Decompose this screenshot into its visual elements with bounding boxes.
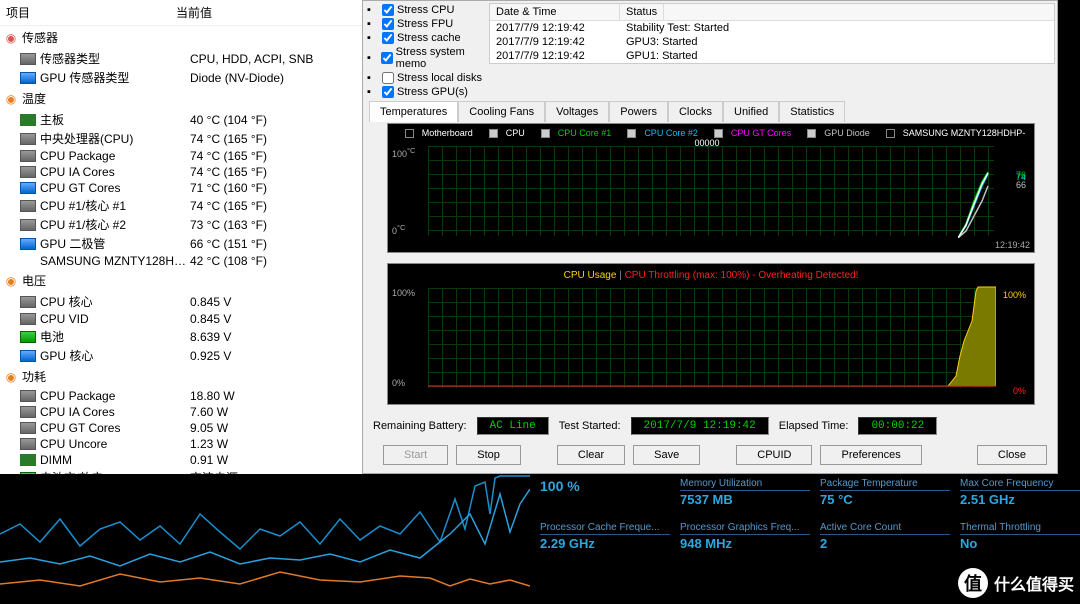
metrics-grid-2: Processor Cache Freque...2.29 GHz Process… (540, 522, 1080, 551)
col-current: 当前值 (176, 4, 212, 21)
table-row[interactable]: 2017/7/9 12:19:42Stability Test: Started (490, 21, 1054, 35)
chart-area (428, 286, 996, 388)
table-row[interactable]: 2017/7/9 12:19:42GPU3: Started (490, 35, 1054, 49)
sensor-panel: 项目 当前值 ◉传感器传感器类型CPU, HDD, ACPI, SNBGPU 传… (0, 0, 362, 480)
bottom-chart (0, 474, 530, 604)
stress-checkbox[interactable]: ▪Stress FPU (367, 17, 487, 31)
test-started-label: Test Started: (559, 420, 621, 432)
preferences-button[interactable]: Preferences (820, 445, 921, 465)
section-title: ◉温度 (0, 87, 362, 110)
remaining-battery-label: Remaining Battery: (373, 420, 467, 432)
chart-title: CPU Usage | CPU Throttling (max: 100%) -… (388, 264, 1034, 287)
series-value: 76 (1016, 170, 1026, 180)
test-started-value: 2017/7/9 12:19:42 (631, 417, 769, 435)
series-value: 100% (1003, 290, 1026, 300)
tab-powers[interactable]: Powers (609, 101, 668, 122)
x-time: 12:19:42 (995, 240, 1030, 250)
sensor-row[interactable]: CPU Uncore1.23 W (0, 436, 362, 452)
tab-statistics[interactable]: Statistics (779, 101, 845, 122)
start-button[interactable]: Start (383, 445, 448, 465)
y-min: 0% (392, 378, 405, 388)
bottom-dashboard: 100 % Memory Utilization7537 MB Package T… (0, 474, 1080, 604)
sensor-row[interactable]: CPU Package18.80 W (0, 388, 362, 404)
title-usage: CPU Usage (564, 270, 617, 281)
stress-checkbox[interactable]: ▪Stress GPU(s) (367, 85, 487, 99)
sensor-row[interactable]: DIMM0.91 W (0, 452, 362, 468)
status-row: Remaining Battery: AC Line Test Started:… (373, 417, 937, 435)
remaining-battery-value: AC Line (477, 417, 549, 435)
sensor-row[interactable]: GPU 核心0.925 V (0, 346, 362, 365)
sensor-row[interactable]: 电池8.639 V (0, 327, 362, 346)
stress-options: ▪Stress CPU▪Stress FPU▪Stress cache▪Stre… (367, 3, 487, 99)
tab-clocks[interactable]: Clocks (668, 101, 723, 122)
sensor-row[interactable]: CPU #1/核心 #273 °C (163 °F) (0, 215, 362, 234)
sensor-row[interactable]: CPU 核心0.845 V (0, 292, 362, 311)
stress-checkbox[interactable]: ▪Stress CPU (367, 3, 487, 17)
chart-lines (958, 146, 994, 238)
watermark: 值 什么值得买 (958, 568, 1074, 598)
sensor-row[interactable]: CPU Package74 °C (165 °F) (0, 148, 362, 164)
table-row: Date & Time Status (490, 4, 1054, 21)
metric: Processor Cache Freque...2.29 GHz (540, 522, 670, 551)
section-title: ◉功耗 (0, 365, 362, 388)
sensor-row[interactable]: 传感器类型CPU, HDD, ACPI, SNB (0, 49, 362, 68)
metric: Processor Graphics Freq...948 MHz (680, 522, 810, 551)
y-max: 100% (392, 288, 415, 298)
sensor-row[interactable]: GPU 二极管66 °C (151 °F) (0, 234, 362, 253)
sensor-header: 项目 当前值 (0, 0, 362, 26)
sensor-row[interactable]: 主板40 °C (104 °F) (0, 110, 362, 129)
sensor-row[interactable]: CPU VID0.845 V (0, 311, 362, 327)
sensor-row[interactable]: 中央处理器(CPU)74 °C (165 °F) (0, 129, 362, 148)
sensor-row[interactable]: CPU IA Cores7.60 W (0, 404, 362, 420)
cpu-usage-chart: CPU Usage | CPU Throttling (max: 100%) -… (387, 263, 1035, 405)
title-throttle: CPU Throttling (max: 100%) - Overheating… (625, 270, 859, 281)
table-row[interactable]: 2017/7/9 12:19:42GPU1: Started (490, 49, 1054, 63)
y-max: 100°C (392, 146, 415, 159)
sensor-row[interactable]: GPU 传感器类型Diode (NV-Diode) (0, 68, 362, 87)
col-datetime: Date & Time (490, 4, 620, 20)
watermark-text: 什么值得买 (994, 571, 1074, 595)
chart-tabs: TemperaturesCooling FansVoltagesPowersCl… (369, 101, 845, 122)
metrics-grid: Memory Utilization7537 MB Package Tempera… (680, 478, 1080, 507)
metric-cpu-pct: 100 % (540, 478, 580, 494)
watermark-icon: 值 (958, 568, 988, 598)
save-button[interactable]: Save (633, 445, 700, 465)
sensor-row[interactable]: CPU #1/核心 #174 °C (165 °F) (0, 196, 362, 215)
col-status: Status (620, 4, 664, 20)
stop-button[interactable]: Stop (456, 445, 521, 465)
sensor-row[interactable]: CPU IA Cores74 °C (165 °F) (0, 164, 362, 180)
stability-window: ▪Stress CPU▪Stress FPU▪Stress cache▪Stre… (362, 0, 1058, 474)
series-value: 66 (1016, 180, 1026, 190)
metric: Max Core Frequency2.51 GHz (960, 478, 1080, 507)
metric: Thermal ThrottlingNo (960, 522, 1080, 551)
stress-checkbox[interactable]: ▪Stress cache (367, 31, 487, 45)
tab-unified[interactable]: Unified (723, 101, 779, 122)
log-table: Date & Time Status 2017/7/9 12:19:42Stab… (489, 3, 1055, 64)
chart-grid (428, 146, 994, 236)
metric: Active Core Count2 (820, 522, 950, 551)
section-title: ◉传感器 (0, 26, 362, 49)
sensor-row[interactable]: CPU GT Cores71 °C (160 °F) (0, 180, 362, 196)
close-button[interactable]: Close (977, 445, 1047, 465)
metric: Package Temperature75 °C (820, 478, 950, 507)
sensor-row[interactable]: CPU GT Cores9.05 W (0, 420, 362, 436)
elapsed-time-label: Elapsed Time: (779, 420, 849, 432)
series-value: 0% (1013, 386, 1026, 396)
tab-temperatures[interactable]: Temperatures (369, 101, 458, 122)
stress-checkbox[interactable]: ▪Stress local disks (367, 71, 487, 85)
sensor-row[interactable]: SAMSUNG MZNTY128HDHP...42 °C (108 °F) (0, 253, 362, 269)
stress-checkbox[interactable]: ▪Stress system memo (367, 45, 487, 71)
clear-button[interactable]: Clear (557, 445, 625, 465)
col-item: 项目 (6, 4, 176, 21)
elapsed-time-value: 00:00:22 (858, 417, 937, 435)
y-min: 0°C (392, 223, 405, 236)
temperature-chart: MotherboardCPUCPU Core #1CPU Core #2CPU … (387, 123, 1035, 253)
section-title: ◉电压 (0, 269, 362, 292)
button-row: Start Stop Clear Save CPUID Preferences … (383, 445, 1047, 465)
metric: Memory Utilization7537 MB (680, 478, 810, 507)
tab-voltages[interactable]: Voltages (545, 101, 609, 122)
tab-cooling-fans[interactable]: Cooling Fans (458, 101, 545, 122)
cpuid-button[interactable]: CPUID (736, 445, 812, 465)
